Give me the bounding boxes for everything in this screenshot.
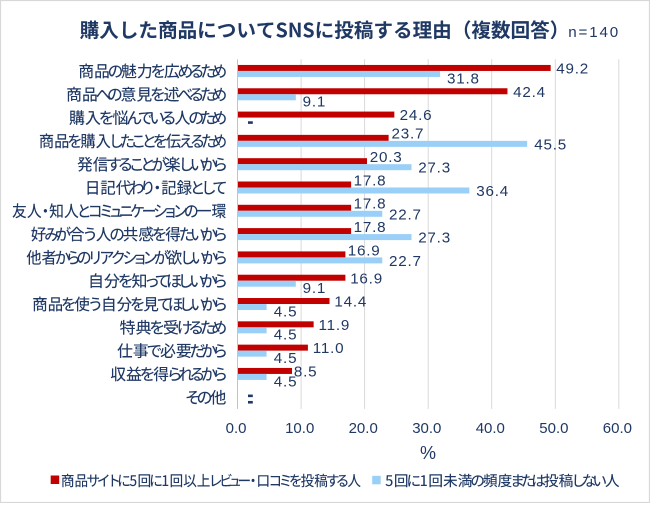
svg-text:4.5: 4.5 bbox=[274, 350, 298, 367]
svg-text:9.1: 9.1 bbox=[303, 280, 327, 297]
svg-text:17.8: 17.8 bbox=[354, 196, 387, 213]
svg-text:27.3: 27.3 bbox=[418, 160, 451, 177]
svg-text:16.9: 16.9 bbox=[350, 270, 383, 287]
svg-text:4.5: 4.5 bbox=[274, 327, 298, 344]
svg-text:%: % bbox=[420, 443, 436, 463]
svg-text:50.0: 50.0 bbox=[539, 420, 568, 437]
svg-text:36.4: 36.4 bbox=[476, 183, 509, 200]
svg-text:22.7: 22.7 bbox=[389, 253, 422, 270]
svg-text:10.0: 10.0 bbox=[285, 420, 314, 437]
svg-text:4.5: 4.5 bbox=[274, 373, 298, 390]
svg-text:27.3: 27.3 bbox=[418, 230, 451, 247]
svg-text:22.7: 22.7 bbox=[389, 206, 422, 223]
svg-text:20.3: 20.3 bbox=[370, 149, 403, 166]
svg-text:24.6: 24.6 bbox=[400, 107, 433, 124]
svg-text:40.0: 40.0 bbox=[476, 420, 505, 437]
svg-text:20.0: 20.0 bbox=[349, 420, 378, 437]
svg-text:11.0: 11.0 bbox=[313, 340, 345, 357]
svg-text:30.0: 30.0 bbox=[412, 420, 441, 437]
svg-text:45.5: 45.5 bbox=[534, 136, 567, 153]
svg-text:42.4: 42.4 bbox=[513, 84, 546, 101]
svg-text:n=140: n=140 bbox=[568, 24, 620, 41]
svg-text:16.9: 16.9 bbox=[348, 242, 381, 259]
svg-text:8.5: 8.5 bbox=[294, 363, 318, 380]
svg-text:14.4: 14.4 bbox=[334, 294, 367, 311]
svg-text:17.8: 17.8 bbox=[354, 219, 387, 236]
svg-text:9.1: 9.1 bbox=[303, 94, 327, 111]
svg-text:31.8: 31.8 bbox=[447, 70, 480, 87]
svg-text:4.5: 4.5 bbox=[274, 303, 298, 320]
svg-text:0.0: 0.0 bbox=[226, 420, 247, 437]
svg-text:49.2: 49.2 bbox=[556, 61, 589, 78]
svg-text:60.0: 60.0 bbox=[603, 420, 632, 437]
svg-text:17.8: 17.8 bbox=[354, 172, 387, 189]
svg-text:23.7: 23.7 bbox=[392, 126, 425, 143]
svg-text:11.9: 11.9 bbox=[319, 317, 351, 334]
